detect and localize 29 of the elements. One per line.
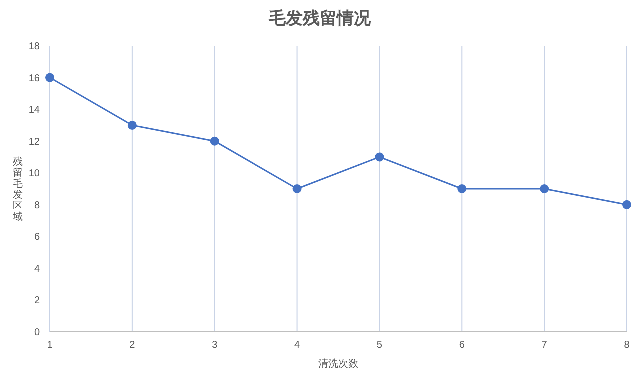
y-tick-label: 16 — [28, 73, 40, 84]
x-tick-label: 8 — [624, 340, 630, 351]
point — [128, 120, 137, 130]
y-tick-label: 18 — [28, 42, 40, 52]
point — [46, 73, 54, 82]
x-tick-label: 2 — [130, 340, 136, 351]
x-tick-label: 4 — [294, 340, 301, 351]
chart-title: 毛发残留情况 — [268, 9, 372, 28]
y-tick-label: 0 — [34, 328, 40, 338]
y-tick-label: 4 — [34, 264, 40, 275]
y-tick-label: 8 — [34, 200, 40, 212]
y-tick-label: 6 — [34, 232, 40, 244]
y-tick-label: 10 — [28, 168, 40, 180]
x-tick-label: 3 — [212, 340, 218, 351]
x-tick-label: 1 — [47, 340, 54, 351]
x-tick-label: 7 — [542, 340, 548, 351]
y-tick-label: 12 — [28, 136, 40, 148]
point — [292, 184, 302, 194]
point — [458, 184, 467, 194]
x-tick-label: 5 — [376, 340, 383, 351]
point — [375, 152, 384, 162]
y-tick-label: 14 — [28, 105, 40, 116]
point — [622, 200, 632, 210]
y-axis-title: 残留毛发区域 — [12, 156, 23, 223]
point — [540, 184, 550, 194]
x-tick-label: 6 — [459, 340, 466, 351]
y-tick-label: 2 — [34, 296, 40, 307]
point — [210, 136, 220, 146]
x-axis-title: 清洗次数 — [318, 358, 358, 370]
